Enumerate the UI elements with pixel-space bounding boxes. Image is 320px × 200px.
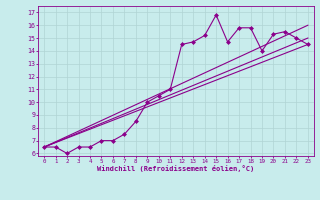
X-axis label: Windchill (Refroidissement éolien,°C): Windchill (Refroidissement éolien,°C) <box>97 165 255 172</box>
